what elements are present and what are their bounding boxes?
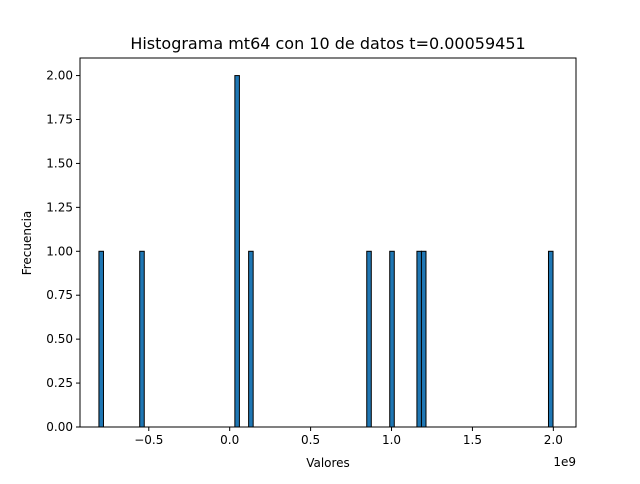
y-tick-label: 0.25 bbox=[46, 376, 73, 390]
x-tick-label: 2.0 bbox=[544, 433, 563, 447]
y-tick-label: 0.75 bbox=[46, 288, 73, 302]
y-tick-label: 1.00 bbox=[46, 244, 73, 258]
x-axis-ticks: −0.5 0.0 0.5 1.0 1.5 2.0 bbox=[134, 427, 563, 447]
x-axis-label: Valores bbox=[306, 456, 350, 470]
y-tick-label: 0.50 bbox=[46, 332, 73, 346]
histogram-bar bbox=[389, 250, 395, 428]
histogram-bar bbox=[547, 250, 554, 428]
plot-area-frame bbox=[79, 57, 577, 428]
x-tick-label: 0.5 bbox=[301, 433, 320, 447]
chart-title: Histograma mt64 con 10 de datos t=0.0005… bbox=[130, 34, 525, 53]
histogram-bar bbox=[234, 75, 240, 428]
y-tick-label: 0.00 bbox=[46, 420, 73, 434]
x-tick-label: 1.5 bbox=[463, 433, 482, 447]
x-tick-label: −0.5 bbox=[134, 433, 163, 447]
bars-group bbox=[98, 75, 554, 428]
y-tick-label: 1.50 bbox=[46, 156, 73, 170]
y-axis-ticks: 0.00 0.25 0.50 0.75 1.00 1.25 1.50 1.75 2.00 bbox=[46, 69, 80, 434]
histogram-bar bbox=[366, 250, 372, 428]
histogram-bar bbox=[98, 250, 104, 428]
x-tick-label: 1.0 bbox=[382, 433, 401, 447]
y-tick-label: 1.25 bbox=[46, 200, 73, 214]
histogram-bar bbox=[248, 250, 254, 428]
histogram-bar bbox=[139, 250, 145, 428]
x-tick-label: 0.0 bbox=[220, 433, 239, 447]
y-tick-label: 2.00 bbox=[46, 69, 73, 83]
x-axis-offset-label: 1e9 bbox=[553, 455, 576, 469]
y-tick-label: 1.75 bbox=[46, 113, 73, 127]
histogram-bar bbox=[420, 250, 427, 428]
y-axis-label: Frecuencia bbox=[20, 211, 34, 276]
histogram-bar bbox=[416, 250, 422, 428]
